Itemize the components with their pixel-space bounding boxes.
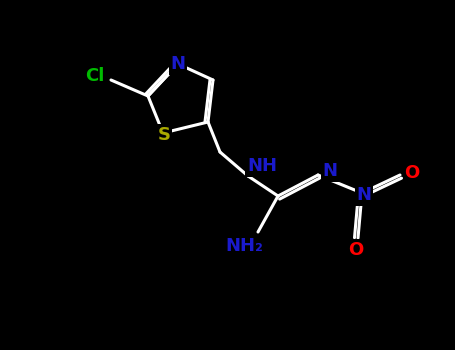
Text: NH: NH [247,157,277,175]
Text: N: N [171,55,186,73]
Text: O: O [404,164,420,182]
Text: S: S [157,126,171,144]
Text: NH₂: NH₂ [225,237,263,255]
Text: N: N [357,186,371,204]
Text: O: O [349,241,364,259]
Text: N: N [323,162,338,180]
Text: Cl: Cl [86,67,105,85]
